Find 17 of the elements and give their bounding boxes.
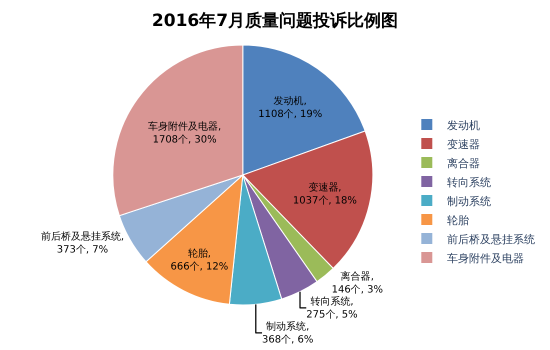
legend-label: 轮胎: [446, 214, 469, 227]
data-label: 发动机, 1108个, 19%: [258, 94, 322, 120]
legend-label: 发动机: [446, 118, 480, 132]
legend-label: 制动系统: [446, 194, 491, 208]
legend-label: 离合器: [446, 156, 480, 170]
data-label: 前后桥及悬挂系统, 373个, 7%: [40, 230, 124, 256]
legend-label: 前后桥及悬挂系统: [446, 232, 535, 246]
data-label: 轮胎, 666个, 12%: [170, 248, 228, 273]
chart-title: 2016年7月质量问题投诉比例图: [152, 10, 398, 31]
legend-label: 车身附件及电器: [446, 252, 524, 265]
data-label: 变速器, 1037个, 18%: [292, 182, 357, 207]
legend-label: 变速器: [446, 138, 480, 151]
legend-label: 转向系统: [446, 176, 491, 189]
data-label: 车身附件及电器, 1708个, 30%: [148, 120, 222, 146]
data-label: 制动系统, 368个, 6%: [262, 320, 314, 346]
data-label: 离合器, 146个, 3%: [332, 270, 383, 296]
data-label: 转向系统, 275个, 5%: [306, 295, 358, 320]
